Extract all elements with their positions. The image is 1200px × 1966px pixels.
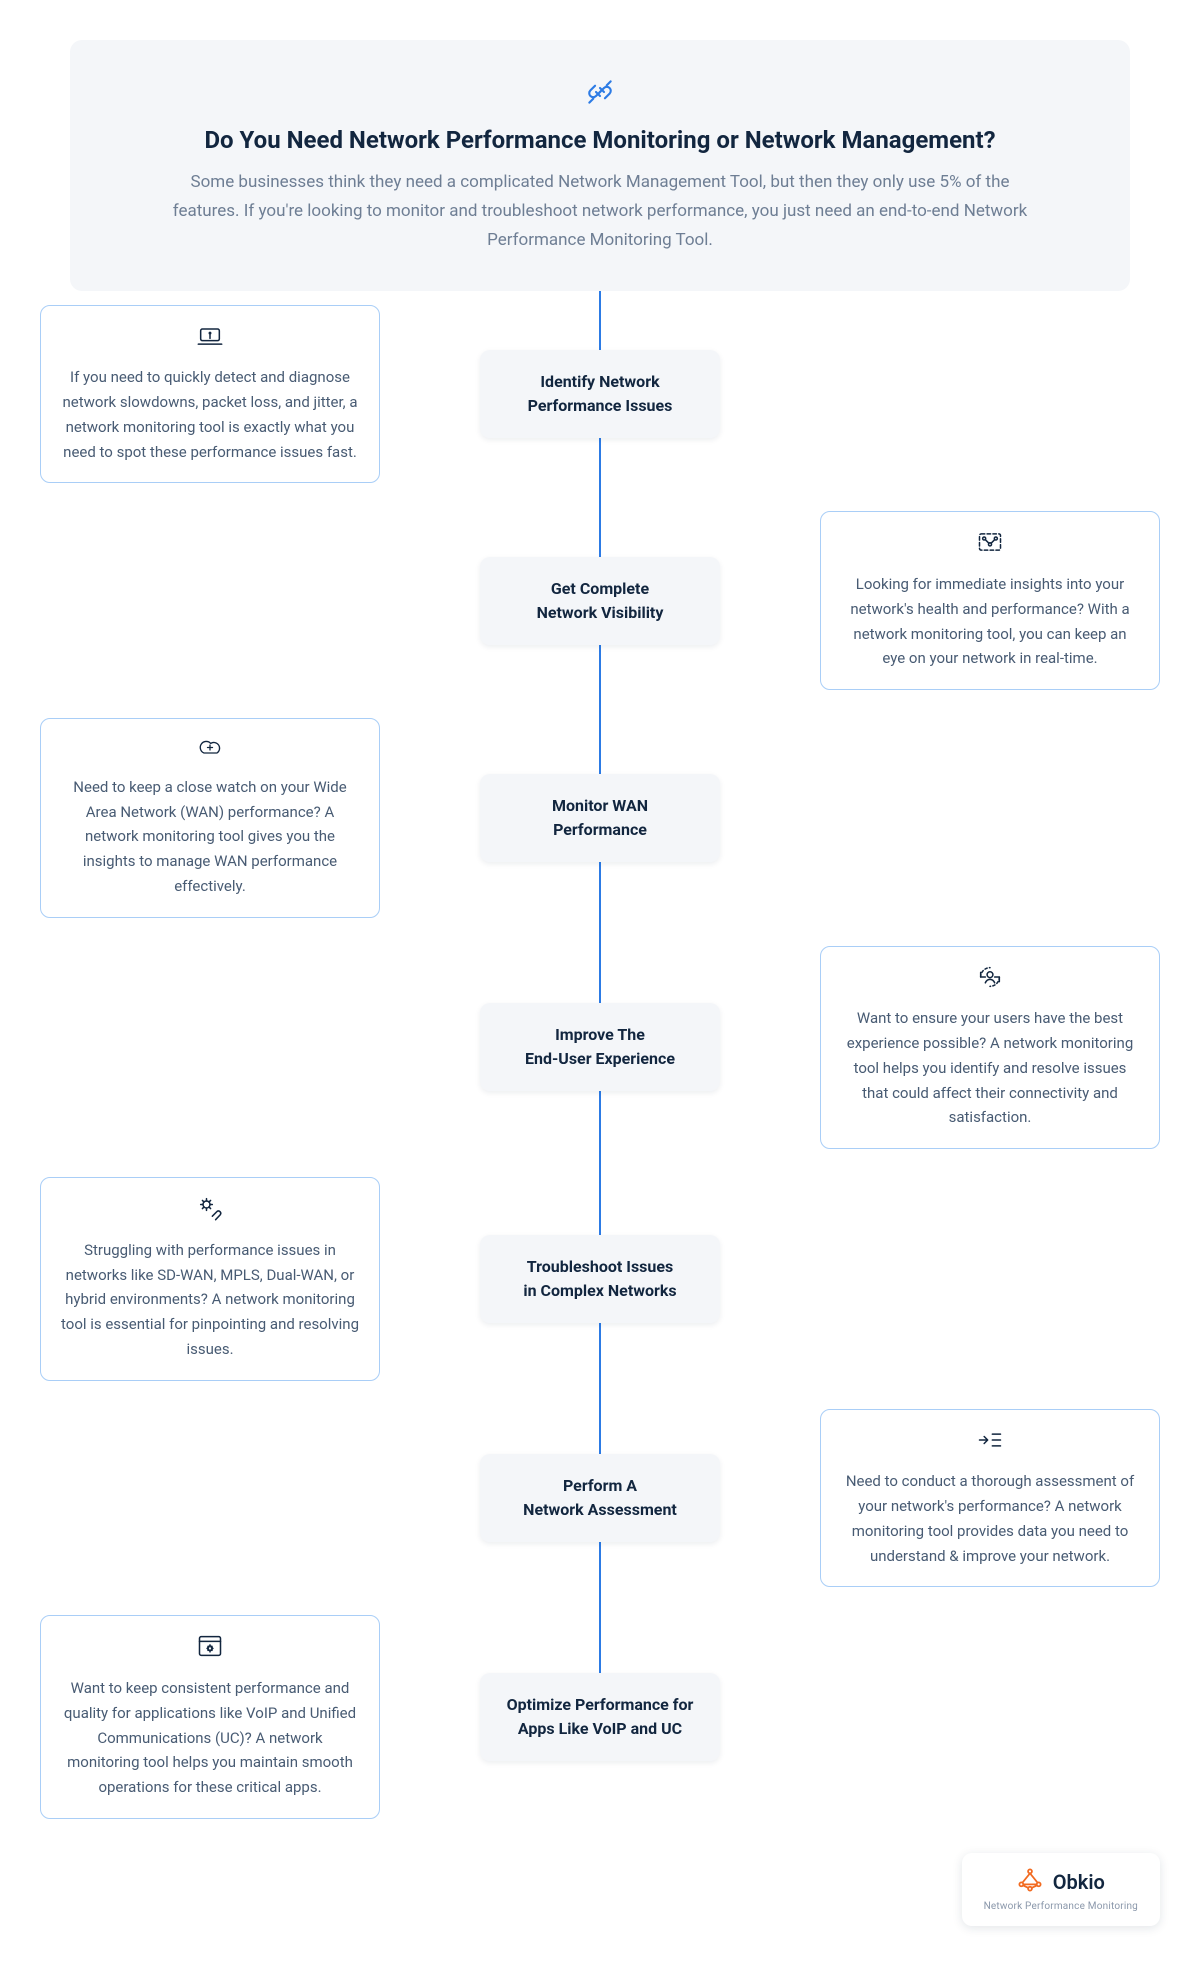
step-line2: Network Visibility bbox=[498, 601, 702, 625]
step-line1: Optimize Performance for bbox=[498, 1693, 702, 1717]
step-line2: Performance bbox=[498, 818, 702, 842]
step-card: Perform A Network Assessment bbox=[480, 1454, 720, 1542]
step-card: Improve The End-User Experience bbox=[480, 1003, 720, 1091]
step-line2: in Complex Networks bbox=[498, 1279, 702, 1303]
side-card-left: Want to keep consistent performance and … bbox=[40, 1615, 380, 1819]
step-line2: Performance Issues bbox=[498, 394, 702, 418]
checklist-arrow-icon bbox=[841, 1426, 1139, 1462]
step-line1: Get Complete bbox=[498, 577, 702, 601]
side-card-text: Need to keep a close watch on your Wide … bbox=[61, 775, 359, 899]
side-card-text: If you need to quickly detect and diagno… bbox=[61, 365, 359, 464]
browser-gear-icon bbox=[61, 1632, 359, 1668]
step-line1: Perform A bbox=[498, 1474, 702, 1498]
side-card-left: Struggling with performance issues in ne… bbox=[40, 1177, 380, 1381]
step-line1: Improve The bbox=[498, 1023, 702, 1047]
step-line2: Network Assessment bbox=[498, 1498, 702, 1522]
alert-laptop-icon bbox=[61, 322, 359, 358]
cloud-plus-icon bbox=[61, 735, 359, 767]
brand-name: Obkio bbox=[1053, 1870, 1105, 1894]
flowchart: If you need to quickly detect and diagno… bbox=[40, 291, 1160, 1833]
brand-card: Obkio Network Performance Monitoring bbox=[962, 1853, 1160, 1926]
step-line1: Identify Network bbox=[498, 370, 702, 394]
gear-wrench-icon bbox=[61, 1194, 359, 1230]
header-title: Do You Need Network Performance Monitori… bbox=[150, 126, 1050, 154]
side-card-text: Want to ensure your users have the best … bbox=[841, 1006, 1139, 1130]
side-card-text: Looking for immediate insights into your… bbox=[841, 572, 1139, 671]
brand-tagline: Network Performance Monitoring bbox=[984, 1901, 1138, 1912]
user-refresh-icon bbox=[841, 963, 1139, 999]
side-card-right: Want to ensure your users have the best … bbox=[820, 946, 1160, 1150]
step-card: Identify Network Performance Issues bbox=[480, 350, 720, 438]
step-line2: Apps Like VoIP and UC bbox=[498, 1717, 702, 1741]
side-card-text: Need to conduct a thorough assessment of… bbox=[841, 1469, 1139, 1568]
obkio-logo-icon bbox=[1017, 1867, 1043, 1897]
path-nodes-icon bbox=[841, 528, 1139, 564]
flow-row: Improve The End-User Experience Want to … bbox=[40, 932, 1160, 1164]
flow-row: Struggling with performance issues in ne… bbox=[40, 1163, 1160, 1395]
flow-row: Need to keep a close watch on your Wide … bbox=[40, 704, 1160, 932]
step-card: Get Complete Network Visibility bbox=[480, 557, 720, 645]
flow-row: Want to keep consistent performance and … bbox=[40, 1601, 1160, 1833]
step-card: Troubleshoot Issues in Complex Networks bbox=[480, 1235, 720, 1323]
header-description: Some businesses think they need a compli… bbox=[160, 168, 1040, 255]
step-line2: End-User Experience bbox=[498, 1047, 702, 1071]
step-line1: Monitor WAN bbox=[498, 794, 702, 818]
side-card-right: Looking for immediate insights into your… bbox=[820, 511, 1160, 690]
flow-row: Perform A Network Assessment Need to con… bbox=[40, 1395, 1160, 1602]
flow-row: Get Complete Network Visibility Looking … bbox=[40, 497, 1160, 704]
step-card: Monitor WAN Performance bbox=[480, 774, 720, 862]
side-card-right: Need to conduct a thorough assessment of… bbox=[820, 1409, 1160, 1588]
side-card-text: Want to keep consistent performance and … bbox=[61, 1676, 359, 1800]
step-line1: Troubleshoot Issues bbox=[498, 1255, 702, 1279]
side-card-left: Need to keep a close watch on your Wide … bbox=[40, 718, 380, 918]
header-card: Do You Need Network Performance Monitori… bbox=[70, 40, 1130, 291]
side-card-left: If you need to quickly detect and diagno… bbox=[40, 305, 380, 484]
plug-icon bbox=[584, 76, 616, 112]
side-card-text: Struggling with performance issues in ne… bbox=[61, 1238, 359, 1362]
flow-row: If you need to quickly detect and diagno… bbox=[40, 291, 1160, 498]
step-card: Optimize Performance for Apps Like VoIP … bbox=[480, 1673, 720, 1761]
brand-footer: Obkio Network Performance Monitoring bbox=[40, 1853, 1160, 1926]
